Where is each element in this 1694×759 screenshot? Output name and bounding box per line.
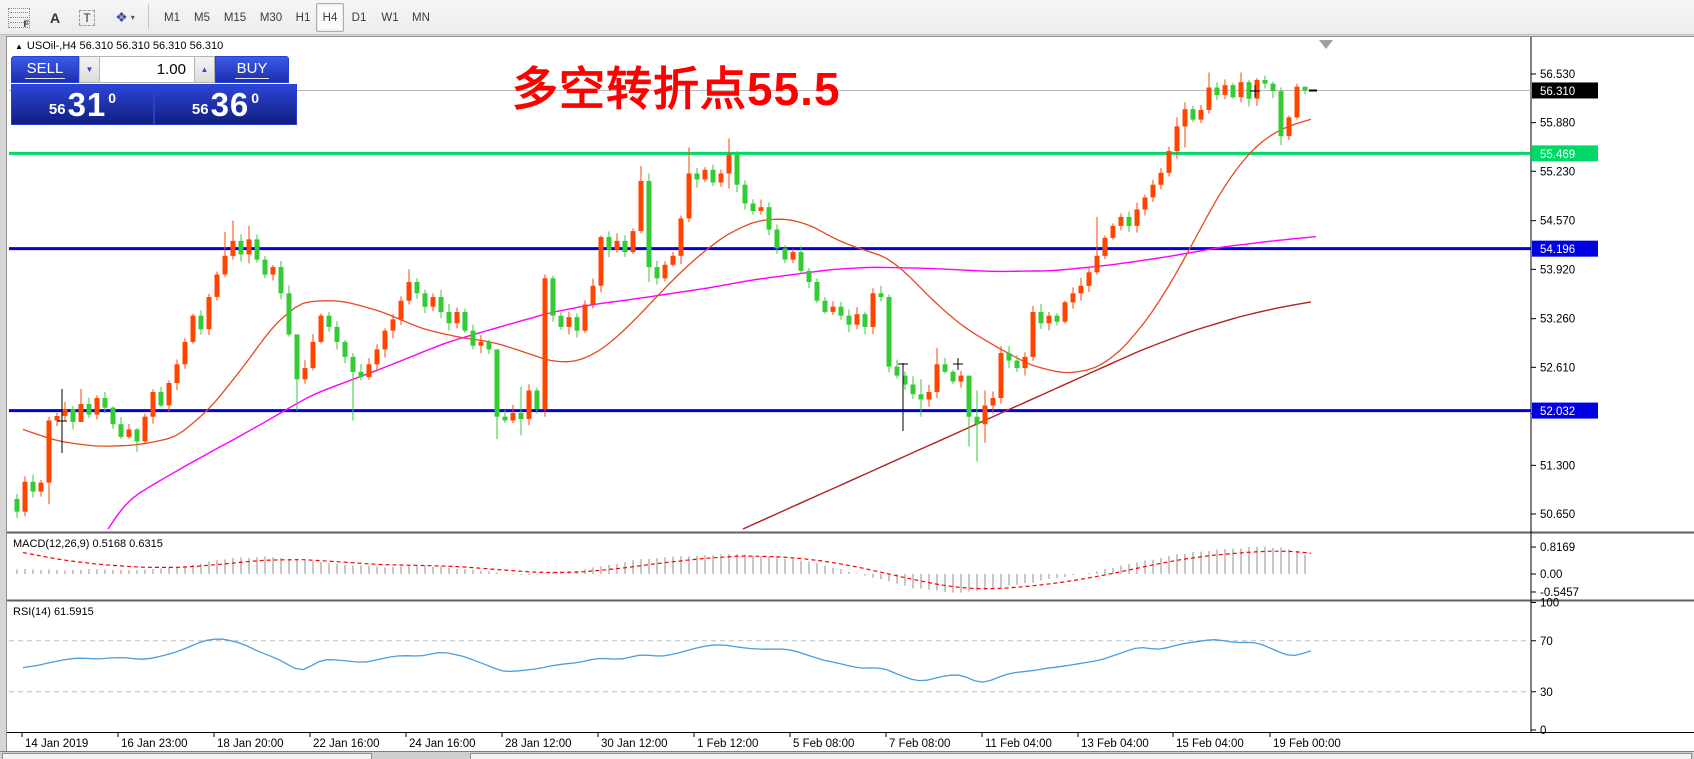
label-icon: A (49, 9, 61, 26)
svg-text:7 Feb 08:00: 7 Feb 08:00 (889, 738, 950, 750)
symbol-ohlc-text: USOil-,H4 56.310 56.310 56.310 56.310 (26, 40, 224, 52)
svg-text:54.196: 54.196 (1540, 244, 1575, 256)
svg-text:56.530: 56.530 (1540, 69, 1575, 81)
svg-text:0.00: 0.00 (1540, 569, 1562, 581)
one-click-panel-toggle-icon[interactable]: ▲ (15, 42, 23, 51)
svg-text:52.610: 52.610 (1540, 362, 1575, 374)
macd-indicator-label: MACD(12,26,9) 0.5168 0.6315 (13, 538, 163, 550)
svg-text:54.570: 54.570 (1540, 216, 1575, 228)
fibonacci-icon: F (8, 7, 30, 29)
timeframe-h4-button[interactable]: H4 (316, 3, 344, 32)
svg-text:55.469: 55.469 (1540, 149, 1575, 161)
text-label-tool-button[interactable]: A (40, 3, 70, 32)
svg-text:56.310: 56.310 (1540, 86, 1575, 98)
one-click-trading-panel: SELL ▼ ▲ BUY 56 31 0 56 36 0 (11, 56, 297, 125)
svg-text:18 Jan 20:00: 18 Jan 20:00 (217, 738, 284, 750)
volume-input[interactable] (100, 56, 194, 83)
buy-price-display[interactable]: 56 36 0 (154, 84, 297, 125)
svg-text:55.230: 55.230 (1540, 166, 1575, 178)
svg-text:28 Jan 12:00: 28 Jan 12:00 (505, 738, 572, 750)
svg-text:14 Jan 2019: 14 Jan 2019 (25, 738, 88, 750)
svg-text:30: 30 (1540, 687, 1553, 699)
svg-text:16 Jan 23:00: 16 Jan 23:00 (121, 738, 188, 750)
status-bar (0, 751, 1694, 759)
chart-symbol-title: ▲ USOil-,H4 56.310 56.310 56.310 56.310 (15, 40, 223, 52)
timeframe-w1-button[interactable]: W1 (381, 11, 399, 24)
timeframe-h1-button[interactable]: H1 (295, 11, 311, 24)
svg-text:53.920: 53.920 (1540, 264, 1575, 276)
timeframe-m30-button[interactable]: M30 (259, 11, 283, 24)
svg-text:24 Jan 16:00: 24 Jan 16:00 (409, 738, 476, 750)
svg-text:0.8169: 0.8169 (1540, 542, 1575, 554)
toolbar: F A T ❖ ▾ M1 M5 M15 M30 H1 H4 D1 W1 MN (0, 0, 1694, 35)
svg-text:22 Jan 16:00: 22 Jan 16:00 (313, 738, 380, 750)
timeframe-mn-button[interactable]: MN (412, 11, 430, 24)
svg-text:100: 100 (1540, 598, 1559, 610)
arrows-icon: ❖ (115, 9, 128, 25)
chart-plot-area[interactable]: 56.530 55.880 55.230 54.570 53.920 53.260 52.6… (7, 37, 1694, 756)
svg-text:11 Feb 04:00: 11 Feb 04:00 (985, 738, 1052, 750)
svg-text:15 Feb 04:00: 15 Feb 04:00 (1176, 738, 1244, 750)
toolbar-separator (148, 4, 149, 29)
svg-text:50.650: 50.650 (1540, 509, 1575, 521)
buy-button[interactable]: BUY (215, 56, 289, 83)
svg-text:5 Feb 08:00: 5 Feb 08:00 (793, 738, 854, 750)
chevron-down-icon: ▾ (130, 13, 135, 22)
sell-price-display[interactable]: 56 31 0 (11, 84, 154, 125)
svg-text:13 Feb 04:00: 13 Feb 04:00 (1081, 738, 1149, 750)
svg-text:1 Feb 12:00: 1 Feb 12:00 (697, 738, 758, 750)
chart-window: ▲ USOil-,H4 56.310 56.310 56.310 56.310 S… (6, 36, 1694, 752)
rsi-indicator-label: RSI(14) 61.5915 (13, 606, 94, 618)
svg-text:30 Jan 12:00: 30 Jan 12:00 (601, 738, 668, 750)
svg-text:-0.5457: -0.5457 (1540, 587, 1579, 599)
volume-increase-button[interactable]: ▲ (194, 56, 215, 83)
timeframe-m5-button[interactable]: M5 (194, 11, 210, 24)
sell-button[interactable]: SELL (11, 56, 79, 83)
svg-text:53.260: 53.260 (1540, 314, 1575, 326)
status-bar-segment (470, 753, 1692, 759)
arrows-tool-button[interactable]: ❖ ▾ (104, 3, 146, 32)
status-bar-segment (2, 753, 372, 759)
chart-text-annotation[interactable]: 多空转折点55.5 (512, 63, 841, 115)
fibonacci-tool-button[interactable]: F (4, 3, 34, 32)
text-icon: T (79, 9, 95, 26)
timeframe-m1-button[interactable]: M1 (164, 11, 180, 24)
svg-text:0: 0 (1540, 725, 1546, 737)
timeframe-d1-button[interactable]: D1 (351, 11, 367, 24)
svg-text:19 Feb 00:00: 19 Feb 00:00 (1273, 738, 1341, 750)
svg-text:51.300: 51.300 (1540, 460, 1575, 472)
svg-text:52.032: 52.032 (1540, 406, 1575, 418)
volume-decrease-button[interactable]: ▼ (79, 56, 100, 83)
timeframe-m15-button[interactable]: M15 (223, 11, 247, 24)
svg-text:70: 70 (1540, 636, 1553, 648)
svg-text:55.880: 55.880 (1540, 118, 1575, 130)
text-tool-button[interactable]: T (72, 3, 102, 32)
